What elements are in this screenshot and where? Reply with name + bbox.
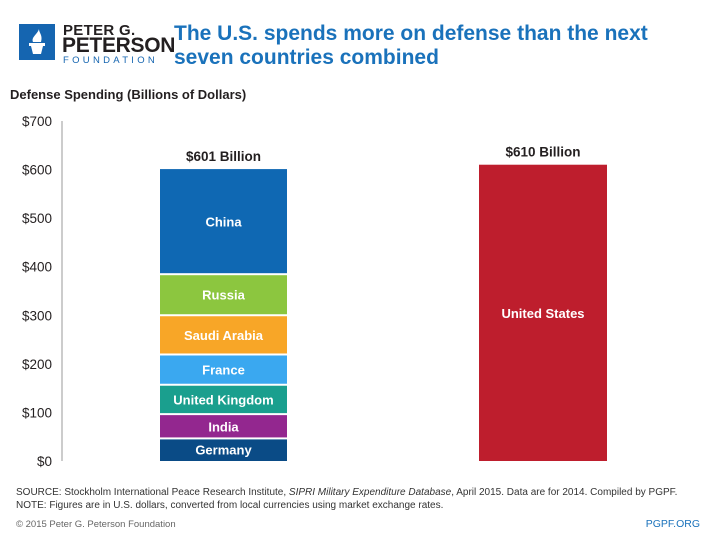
bar-segment-united-states [479, 164, 607, 461]
copyright: © 2015 Peter G. Peterson Foundation [16, 519, 176, 530]
bar-total-label: $610 Billion [505, 145, 580, 160]
y-tick-label: $0 [37, 454, 52, 469]
logo-line2: PETERSON [62, 34, 176, 57]
source-suffix: , April 2015. Data are for 2014. Compile… [451, 487, 678, 498]
source-note: SOURCE: Stockholm International Peace Re… [16, 486, 677, 512]
source-title: SIPRI Military Expenditure Database [288, 487, 452, 498]
y-tick-label: $500 [22, 211, 52, 226]
note: NOTE: Figures are in U.S. dollars, conve… [16, 500, 444, 511]
segment-label: France [202, 363, 245, 378]
y-tick-label: $600 [22, 163, 52, 178]
y-tick-label: $700 [22, 114, 52, 129]
chart-title: The U.S. spends more on defense than the… [174, 22, 648, 69]
bar-segment-france [160, 355, 287, 384]
y-tick-label: $400 [22, 260, 52, 275]
segment-label: Russia [202, 288, 245, 303]
y-tick-label: $200 [22, 357, 52, 372]
bar-segment-india [160, 415, 287, 438]
segment-label: Saudi Arabia [184, 328, 264, 343]
segment-label: Germany [195, 443, 252, 458]
logo-line1: PETER G. [63, 22, 136, 39]
segment-label: United States [501, 306, 584, 321]
y-axis-label: Defense Spending (Billions of Dollars) [10, 87, 247, 102]
bar-segment-germany [160, 439, 287, 461]
segment-label: India [208, 419, 239, 434]
y-tick-label: $100 [22, 405, 52, 420]
y-tick-label: $300 [22, 308, 52, 323]
bar-segment-united-kingdom [160, 385, 287, 414]
logo-line3: FOUNDATION [63, 55, 159, 66]
site-link[interactable]: PGPF.ORG [645, 518, 700, 530]
bar-total-label: $601 Billion [186, 149, 261, 164]
bar-segment-saudi-arabia [160, 316, 287, 354]
segment-label: United Kingdom [173, 392, 273, 407]
source-prefix: SOURCE: Stockholm International Peace Re… [16, 487, 289, 498]
bar-segment-china [160, 169, 287, 274]
torch-logo-icon [19, 24, 55, 60]
segment-label: China [205, 215, 242, 230]
bar-segment-russia [160, 275, 287, 315]
